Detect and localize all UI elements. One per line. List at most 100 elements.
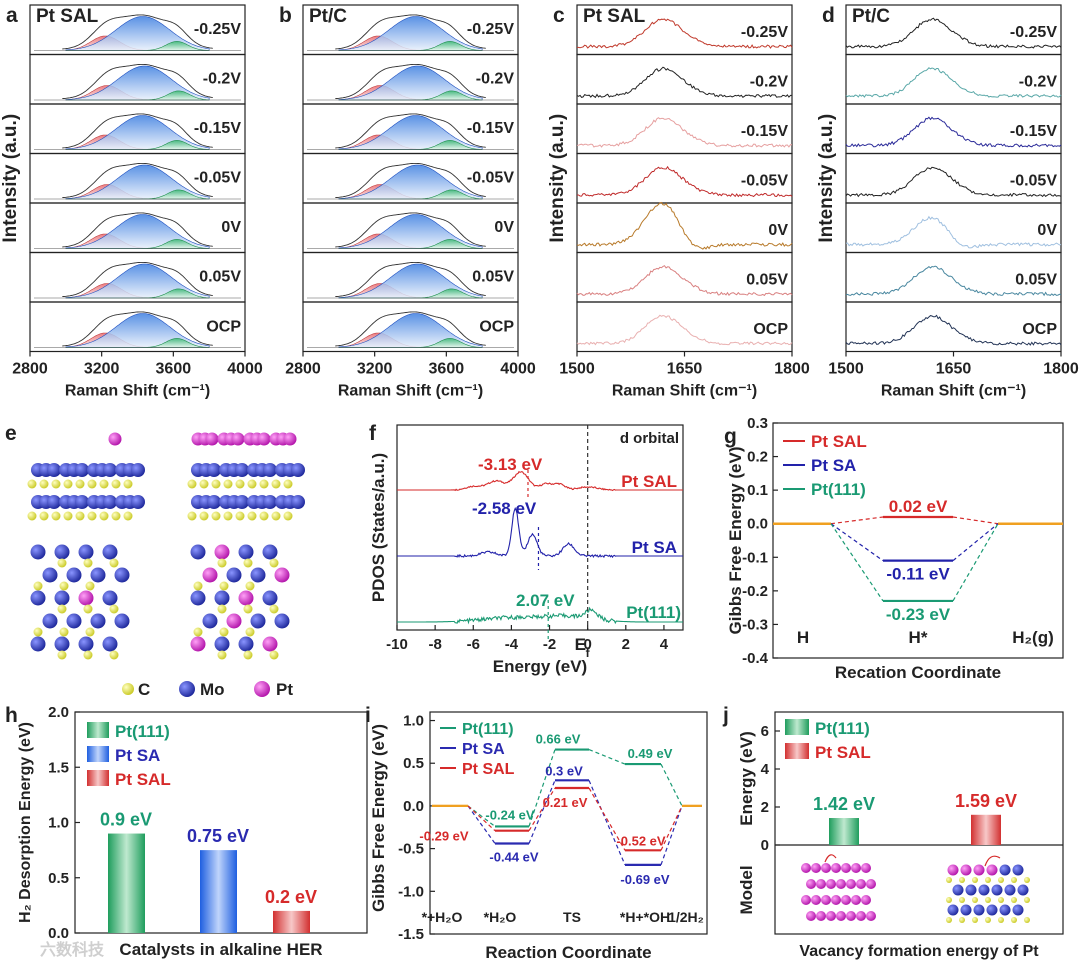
c-atom bbox=[223, 479, 233, 489]
pt-atom bbox=[190, 636, 206, 652]
potential-label: -0.2V bbox=[203, 71, 242, 88]
category-label: *H₂O bbox=[484, 909, 517, 925]
mo-atom bbox=[262, 590, 278, 606]
spectrum-envelope bbox=[335, 162, 486, 199]
x-axis-label: Raman Shift (cm⁻¹) bbox=[65, 383, 210, 400]
plot-frame bbox=[396, 424, 684, 631]
model-atom bbox=[836, 911, 846, 921]
legend-swatch bbox=[87, 770, 109, 786]
spectrum-envelope bbox=[62, 14, 213, 50]
category-label: TS bbox=[563, 909, 581, 925]
model-atom bbox=[998, 897, 1004, 903]
panel-letter: a bbox=[6, 4, 18, 27]
model-atom bbox=[965, 884, 977, 896]
energy-label: -0.69 eV bbox=[620, 872, 669, 887]
legend-swatch bbox=[87, 746, 109, 762]
y-tick-label: 1.0 bbox=[48, 815, 69, 832]
model-atom bbox=[846, 911, 856, 921]
c-atom bbox=[269, 558, 279, 568]
model-atom bbox=[947, 904, 959, 916]
model-atom bbox=[1011, 897, 1017, 903]
y-axis-label: Intensity (a.u.) bbox=[816, 114, 837, 243]
model-atom bbox=[856, 879, 866, 889]
c-atom bbox=[245, 627, 255, 637]
annotation-d-orbital: d orbital bbox=[620, 430, 679, 447]
c-atom bbox=[39, 479, 49, 489]
plot-frame bbox=[772, 422, 1064, 659]
legend-mo: Mo bbox=[200, 680, 225, 699]
potential-label: -0.15V bbox=[467, 120, 514, 137]
potential-label: 0.05V bbox=[472, 269, 514, 286]
legend-c: C bbox=[138, 680, 150, 699]
energy-label: -0.29 eV bbox=[419, 829, 468, 844]
panel-h: h 0.0 0.5 1.0 1.5 2.0 0.9 eV Pt(111) 0.75 eV Pt S… bbox=[5, 704, 368, 959]
spectrum-envelope bbox=[335, 212, 486, 248]
x-tick-label: 1800 bbox=[774, 361, 810, 378]
x-axis-label: Vacancy formation energy of Pt bbox=[799, 943, 1039, 960]
model-atom bbox=[806, 911, 816, 921]
category-label: *+H₂O bbox=[422, 909, 463, 925]
mo-atom bbox=[190, 590, 206, 606]
spectrum-envelope bbox=[62, 311, 213, 347]
mo-atom bbox=[90, 613, 106, 629]
model-atom bbox=[986, 904, 998, 916]
spectrum-envelope bbox=[62, 212, 213, 248]
panel-f: f d orbital -3.13 eV -2.58 eV 2.07 eV Pt SAL P… bbox=[369, 422, 684, 676]
model-atom bbox=[811, 863, 821, 873]
bar bbox=[829, 818, 859, 845]
c-atom bbox=[51, 479, 61, 489]
potential-label: 0V bbox=[494, 219, 514, 236]
legend-label: Pt SAL bbox=[462, 761, 515, 778]
x-tick-label: 4000 bbox=[227, 361, 263, 378]
raman-spectrum bbox=[577, 165, 793, 198]
bar-value-label: 0.2 eV bbox=[265, 887, 317, 907]
raman-spectrum bbox=[577, 18, 793, 49]
category-label: 1/2H₂ bbox=[668, 909, 704, 925]
x-tick-label: 3200 bbox=[84, 361, 120, 378]
energy-label: 0.21 eV bbox=[543, 795, 588, 810]
potential-label: 0V bbox=[768, 222, 788, 239]
pt-atom bbox=[283, 432, 297, 446]
legend-swatch bbox=[87, 722, 109, 738]
y-tick-label: -0.3 bbox=[742, 616, 768, 633]
model-atom bbox=[851, 895, 861, 905]
c-atom bbox=[111, 511, 121, 521]
mo-atom-legend bbox=[179, 681, 195, 697]
model-atom bbox=[811, 895, 821, 905]
mo-atom bbox=[274, 613, 290, 629]
panel-letter: h bbox=[5, 704, 18, 727]
mo-atom bbox=[75, 463, 89, 477]
c-atom bbox=[259, 511, 269, 521]
connector bbox=[528, 787, 556, 831]
potential-label: -0.25V bbox=[467, 21, 514, 38]
spectrum-row-box bbox=[29, 301, 246, 353]
pt-atom bbox=[214, 544, 230, 560]
model-atom bbox=[985, 917, 991, 923]
model-atom bbox=[1004, 884, 1016, 896]
connector bbox=[588, 787, 626, 851]
model-atom bbox=[866, 879, 876, 889]
spectrum-envelope bbox=[62, 63, 213, 100]
y-tick-label: -1.0 bbox=[398, 883, 424, 900]
model-atom bbox=[831, 895, 841, 905]
legend-swatch bbox=[785, 719, 809, 735]
potential-label: 0V bbox=[1037, 222, 1057, 239]
x-tick-label: -8 bbox=[428, 636, 441, 653]
raman-spectrum bbox=[845, 166, 1062, 198]
raman-spectrum bbox=[576, 265, 793, 297]
potential-label: 0V bbox=[221, 219, 241, 236]
c-atom bbox=[243, 650, 253, 660]
connector bbox=[952, 516, 999, 525]
bar-value-label: 1.42 eV bbox=[813, 794, 875, 814]
model-atom bbox=[866, 911, 876, 921]
pt-atom bbox=[205, 432, 219, 446]
c-atom bbox=[51, 511, 61, 521]
vacancy-arrow bbox=[984, 855, 1001, 867]
center-label: 2.07 eV bbox=[516, 591, 575, 610]
mo-atom bbox=[54, 636, 70, 652]
connector bbox=[467, 805, 496, 827]
spectrum-envelope bbox=[62, 113, 213, 149]
c-atom bbox=[235, 479, 245, 489]
fit-component bbox=[338, 65, 483, 101]
y-tick-label: -1.5 bbox=[398, 926, 424, 943]
